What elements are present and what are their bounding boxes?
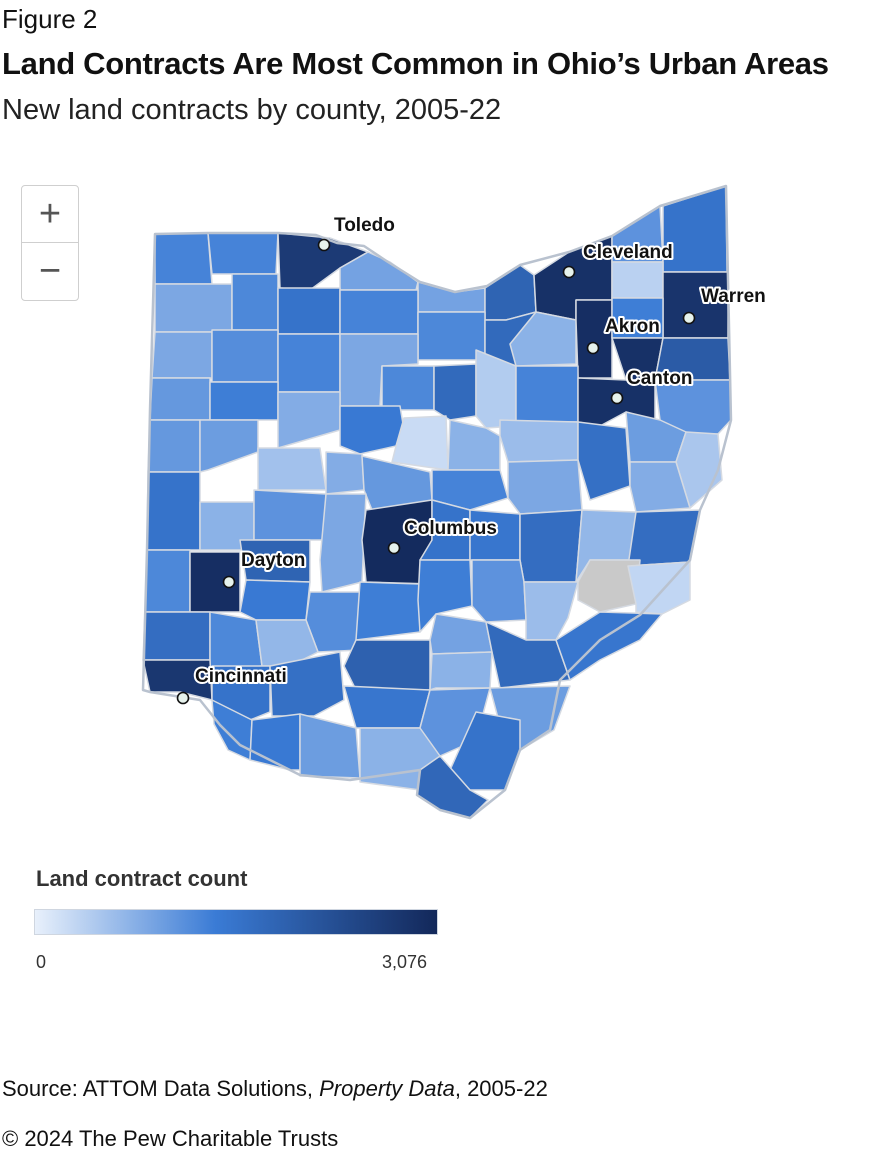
city-label: Cleveland	[583, 242, 673, 263]
county-shape[interactable]	[207, 232, 279, 275]
county-shape[interactable]	[447, 419, 501, 471]
city-marker[interactable]	[222, 575, 236, 589]
chart-subtitle: New land contracts by county, 2005-22	[2, 94, 502, 126]
county-shape[interactable]	[231, 273, 279, 331]
ohio-state-outline	[141, 184, 733, 820]
county-shape[interactable]	[507, 459, 583, 515]
legend-min-label: 0	[36, 952, 47, 972]
city-marker[interactable]	[562, 265, 576, 279]
legend-color-bar	[34, 909, 438, 935]
county-shape[interactable]	[154, 283, 233, 333]
source-note: Source: ATTOM Data Solutions, Property D…	[2, 1076, 548, 1102]
county-shape[interactable]	[509, 311, 577, 367]
county-shape[interactable]	[627, 509, 701, 567]
county-shape[interactable]	[209, 381, 279, 421]
county-shape[interactable]	[343, 685, 431, 729]
county-shape[interactable]	[253, 489, 327, 541]
county-layer	[142, 185, 732, 819]
zoom-out-button[interactable]: −	[22, 242, 78, 299]
county-shape[interactable]	[575, 299, 613, 379]
city-markers-layer: Toledo Cleveland Warren Akron Canton Columbus…	[176, 213, 768, 705]
zoom-control: + −	[21, 185, 79, 301]
county-shape[interactable]	[515, 365, 579, 423]
county-shape[interactable]	[381, 365, 435, 411]
source-prefix: Source: ATTOM Data Solutions,	[2, 1076, 320, 1101]
county-shape[interactable]	[611, 261, 664, 299]
city-label: Cincinnati	[195, 666, 287, 687]
city-marker[interactable]	[387, 541, 401, 555]
county-shape[interactable]	[339, 289, 419, 335]
county-shape[interactable]	[629, 461, 691, 513]
county-shape[interactable]	[431, 469, 509, 511]
county-shape[interactable]	[269, 651, 345, 717]
ohio-county-map: Toledo Cleveland Warren Akron Canton Columbus…	[141, 184, 768, 820]
county-shape[interactable]	[239, 579, 311, 621]
county-shape[interactable]	[147, 419, 201, 473]
source-suffix: , 2005-22	[454, 1076, 548, 1101]
city-marker[interactable]	[317, 238, 331, 252]
county-shape[interactable]	[277, 287, 341, 335]
zoom-in-button[interactable]: +	[38, 192, 62, 235]
city-marker[interactable]	[176, 691, 190, 705]
city-label: Toledo	[334, 215, 395, 236]
county-shape[interactable]	[499, 419, 579, 463]
county-shape[interactable]	[142, 659, 213, 701]
city-label: Columbus	[404, 518, 497, 539]
county-shape[interactable]	[154, 232, 213, 285]
county-shape[interactable]	[146, 471, 201, 551]
county-shape[interactable]	[325, 451, 365, 495]
county-shape[interactable]	[429, 651, 493, 691]
copyright-note: © 2024 The Pew Charitable Trusts	[2, 1126, 339, 1151]
city-marker[interactable]	[586, 341, 600, 355]
county-shape[interactable]	[144, 549, 191, 613]
city-marker[interactable]	[682, 311, 696, 325]
county-shape[interactable]	[577, 421, 631, 501]
county-shape[interactable]	[319, 493, 367, 593]
county-shape[interactable]	[519, 509, 583, 583]
city-label: Akron	[605, 316, 660, 337]
county-shape[interactable]	[257, 447, 327, 491]
county-shape[interactable]	[149, 377, 211, 421]
legend-title: Land contract count	[36, 866, 248, 891]
county-shape[interactable]	[484, 264, 537, 321]
county-shape[interactable]	[429, 613, 493, 655]
county-shape[interactable]	[339, 405, 405, 455]
figure-label: Figure 2	[2, 4, 98, 34]
city-label: Warren	[701, 286, 766, 307]
county-shape[interactable]	[211, 329, 279, 383]
city-label: Dayton	[241, 550, 305, 571]
county-shape[interactable]	[417, 281, 486, 313]
county-shape[interactable]	[277, 333, 341, 393]
county-shape[interactable]	[433, 363, 477, 421]
city-marker[interactable]	[610, 391, 624, 405]
county-shape[interactable]	[277, 391, 341, 449]
county-shape[interactable]	[417, 311, 486, 361]
source-title: Property Data	[319, 1076, 455, 1101]
legend-max-label: 3,076	[382, 952, 428, 972]
county-shape[interactable]	[355, 581, 421, 641]
chart-title: Land Contracts Are Most Common in Ohio’s…	[2, 46, 829, 81]
county-shape[interactable]	[471, 559, 527, 623]
county-shape[interactable]	[199, 419, 259, 473]
county-shape[interactable]	[209, 611, 263, 671]
city-label: Canton	[627, 368, 692, 389]
county-shape[interactable]	[555, 611, 663, 681]
county-shape[interactable]	[305, 591, 361, 653]
county-shape[interactable]	[151, 331, 213, 379]
county-shape[interactable]	[299, 713, 361, 779]
county-shape[interactable]	[391, 415, 449, 471]
county-shape[interactable]	[142, 611, 211, 661]
county-shape[interactable]	[343, 639, 431, 691]
